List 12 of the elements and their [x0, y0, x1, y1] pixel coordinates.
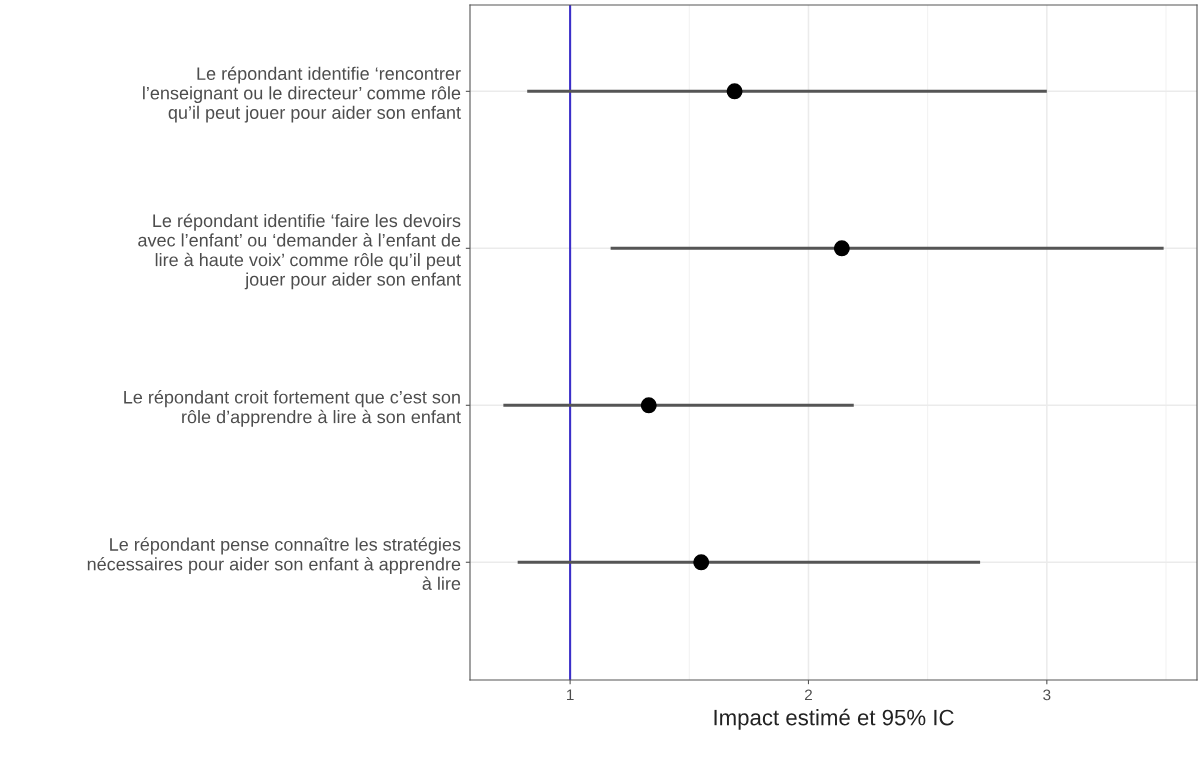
point [833, 240, 850, 257]
x-axis-title: Impact estimé et 95% IC [714, 708, 954, 730]
point [693, 554, 710, 571]
y-tick-label: Le répondant pense connaître les stratégies nécessaires pour aider son enfant à apprendre à lire [87, 537, 461, 590]
y-tick-label: Le répondant identifie ‘faire les devoirs avec l’enfant’ ou ‘demander à l’enfant de lire à haute voix’ comme rôle qu’il peut jouer pour aider son enfant [138, 213, 461, 290]
x-tick-label: 3 [1043, 689, 1051, 701]
point [726, 83, 743, 100]
x-tick-label: 2 [804, 689, 812, 701]
point [640, 397, 657, 414]
y-tick-label: Le répondant croit fortement que c’est son rôle d’apprendre à lire à son enfant [124, 390, 461, 427]
x-tick-label: 1 [567, 689, 574, 701]
y-tick-label: Le répondant identifie ‘rencontrer l’enseignant ou le directeur’ comme rôle qu’il peut jouer pour aider son enfant [143, 66, 461, 123]
